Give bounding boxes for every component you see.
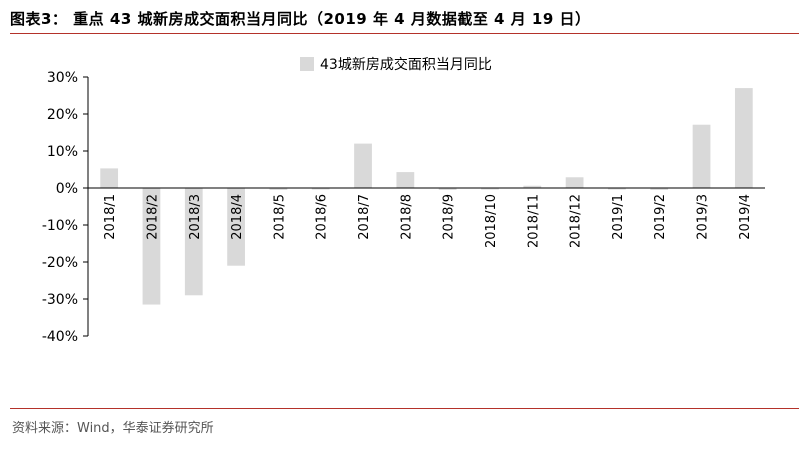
legend-swatch (300, 57, 314, 71)
x-tick-label: 2018/4 (230, 194, 245, 240)
bar (565, 177, 584, 188)
x-tick-label: 2018/8 (399, 194, 414, 240)
x-tick-label: 2019/2 (653, 194, 668, 240)
x-tick-label: 2018/7 (357, 194, 372, 240)
legend-label: 43城新房成交面积当月同比 (320, 56, 492, 73)
bar (100, 168, 119, 188)
x-tick-label: 2019/1 (611, 194, 626, 240)
bar (269, 188, 288, 190)
bar (438, 188, 457, 190)
y-tick-label: 0% (56, 181, 78, 197)
bar (142, 188, 161, 305)
y-tick-label: -40% (42, 329, 78, 345)
y-tick-label: 30% (47, 70, 78, 86)
bar (734, 88, 753, 188)
y-tick-label: 20% (47, 107, 78, 123)
y-tick-label: -10% (42, 218, 78, 234)
x-tick-label: 2018/9 (442, 194, 457, 240)
bar (354, 143, 372, 188)
x-tick-label: 2018/10 (484, 194, 499, 248)
x-tick-label: 2018/5 (272, 194, 287, 240)
y-axis-ticks: 30% 20% 10% 0% -10% -20% -30% -40% (42, 70, 88, 345)
x-tick-label: 2019/3 (696, 194, 711, 240)
x-tick-label: 2018/6 (315, 194, 330, 240)
x-tick-label: 2018/12 (569, 194, 584, 248)
x-tick-label: 2018/3 (188, 194, 203, 240)
bar (227, 188, 245, 266)
x-tick-label: 2018/1 (103, 194, 118, 240)
x-tick-label: 2019/4 (738, 194, 753, 240)
bar (608, 188, 626, 190)
bar (311, 188, 330, 190)
bars (100, 88, 753, 305)
source-note: 资料来源：Wind，华泰证券研究所 (12, 421, 214, 436)
y-tick-label: -30% (42, 292, 78, 308)
figure-title: 图表3： 重点 43 城新房成交面积当月同比（2019 年 4 月数据截至 4 … (10, 10, 591, 28)
chart-legend: 43城新房成交面积当月同比 (300, 56, 492, 73)
y-tick-label: 10% (47, 144, 78, 160)
bar (523, 185, 542, 188)
bar (184, 188, 203, 296)
title-divider (10, 33, 799, 34)
x-tick-label: 2018/2 (145, 194, 160, 240)
bar (650, 188, 669, 190)
y-tick-label: -20% (42, 255, 78, 271)
source-divider (10, 408, 799, 409)
bar (692, 124, 711, 188)
bar (481, 188, 499, 190)
x-tick-label: 2018/11 (526, 194, 541, 248)
bar (396, 172, 415, 188)
x-axis-ticks: 2018/1 2018/2 2018/3 2018/4 2018/5 2018/6 2018… (103, 194, 753, 248)
